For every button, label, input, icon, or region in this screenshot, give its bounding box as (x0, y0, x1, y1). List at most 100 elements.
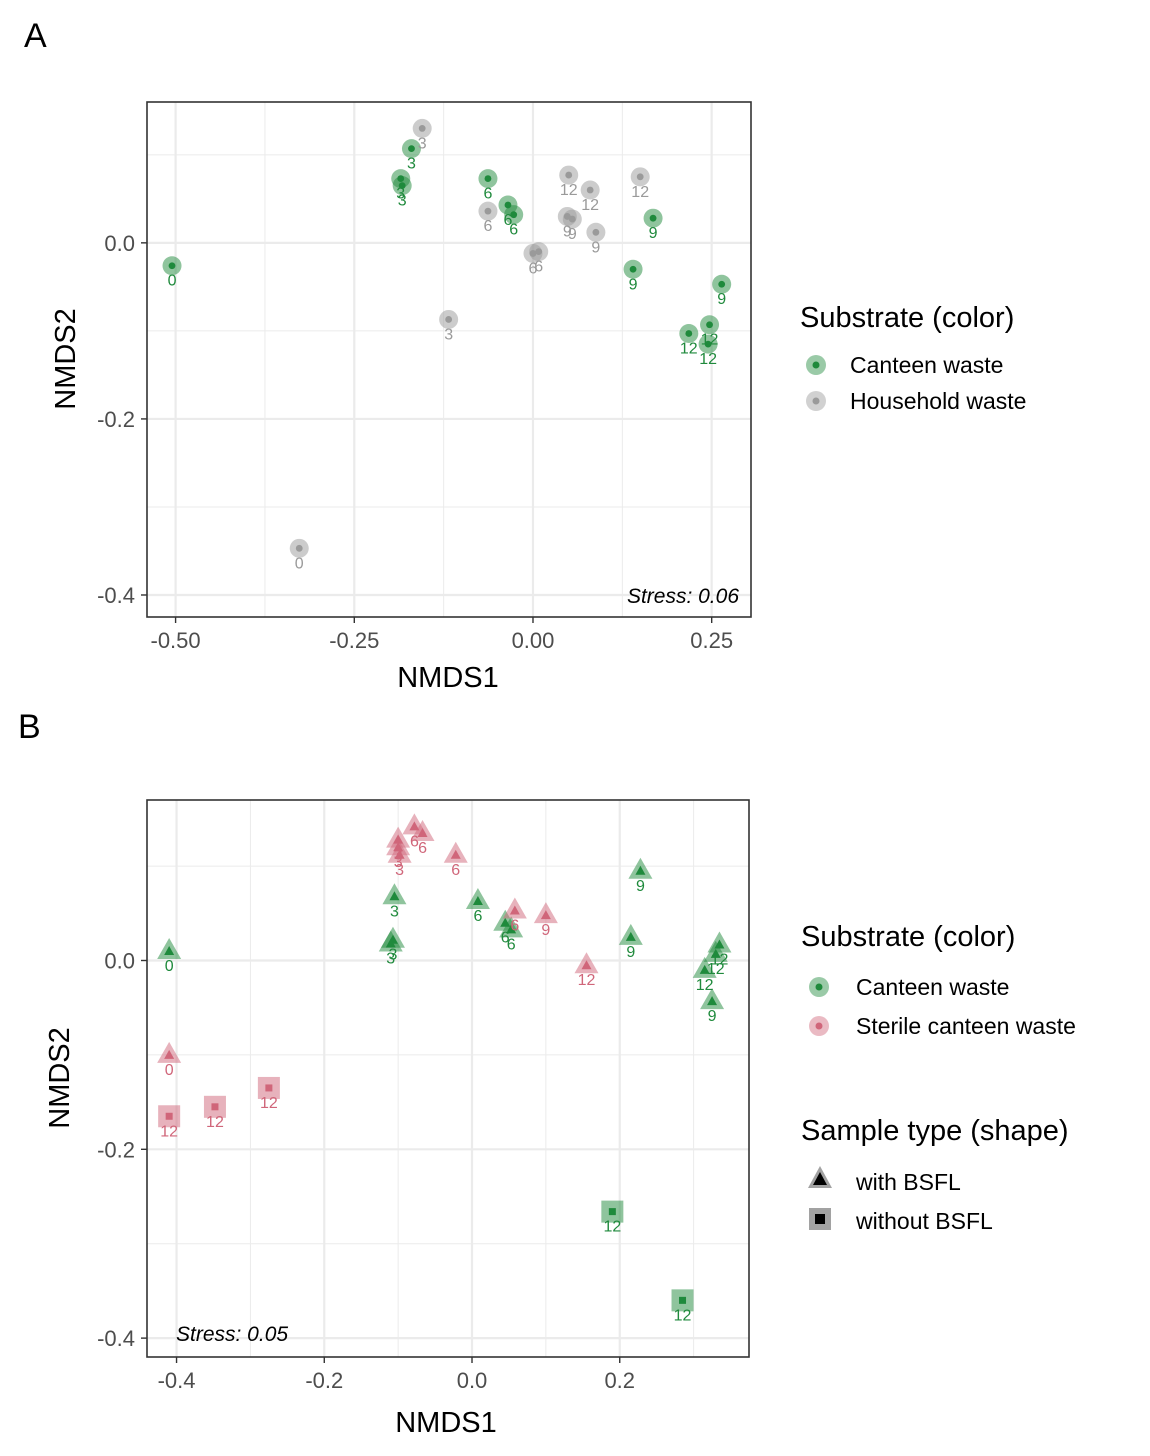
a-point-household: 12 (580, 180, 600, 214)
a-point-marker (484, 175, 492, 182)
a-point-marker (592, 228, 600, 236)
b-point-sterile: 9 (533, 902, 558, 939)
b-point-marker (679, 1296, 687, 1304)
legend-b-key-canteen-dot (815, 983, 823, 991)
b-point-label: 3 (390, 903, 399, 920)
b-point-label: 6 (510, 917, 519, 934)
a-y-tick-label: -0.4 (97, 583, 135, 608)
a-point-label: 3 (418, 135, 427, 152)
legend-b-key-triangle-mark (813, 1172, 827, 1185)
a-point-household: 3 (412, 118, 432, 152)
b-point-marker (710, 948, 721, 958)
b-point-label: 12 (206, 1114, 224, 1131)
a-point-label: 9 (649, 225, 658, 242)
b-point-canteen: 6 (465, 888, 490, 925)
b-point-sterile: 12 (574, 952, 599, 989)
b-x-tick-label: 0.2 (604, 1368, 635, 1393)
b-point-label: 12 (603, 1219, 621, 1236)
b-point-canteen: 3 (378, 930, 403, 967)
panel-a-letter: A (24, 17, 47, 55)
a-point-household: 3 (439, 309, 459, 343)
b-point-marker (385, 938, 396, 948)
b-point-canteen: 9 (618, 923, 643, 961)
panel-b-xlabel: NMDS1 (395, 1407, 497, 1439)
b-point-marker (540, 910, 551, 920)
a-point-household: 0 (289, 538, 309, 572)
b-point-marker (409, 821, 420, 831)
b-point-marker (389, 891, 400, 901)
b-point-marker (699, 964, 710, 974)
b-point-canteen: 12 (601, 1200, 624, 1236)
b-plot-background (147, 800, 749, 1357)
a-x-tick-label: -0.25 (329, 628, 379, 653)
b-panel-border (146, 799, 750, 1358)
b-point-label: 6 (473, 908, 482, 925)
a-point-label: 6 (529, 260, 538, 277)
b-point-label: 9 (708, 1008, 717, 1025)
legend-a-label-canteen: Canteen waste (850, 352, 1003, 378)
legend-b-label-canteen: Canteen waste (856, 974, 1009, 1000)
b-point-label: 6 (507, 936, 516, 953)
b-point-marker (164, 946, 175, 956)
a-point-household: 9 (586, 222, 606, 256)
b-point-marker (635, 865, 646, 875)
b-x-tick-label: -0.2 (305, 1368, 343, 1393)
b-point-label: 9 (626, 944, 635, 961)
legend-b-shape-title: Sample type (shape) (801, 1115, 1069, 1147)
a-point-marker (649, 214, 657, 222)
a-point-label: 12 (680, 341, 698, 358)
a-point-household: 9 (562, 209, 582, 243)
legend-b-key-canteen (809, 977, 829, 997)
a-point-marker (586, 186, 594, 194)
b-point-label: 9 (541, 922, 550, 939)
a-point-label: 12 (581, 197, 599, 214)
a-point-marker (445, 316, 453, 323)
a-point-label: 0 (295, 555, 304, 572)
legend-a-key-canteen (806, 355, 826, 375)
b-point-canteen: 12 (692, 956, 717, 994)
a-x-tick-label: -0.50 (151, 628, 201, 653)
panel-b-legend: Substrate (color) Canteen waste Sterile … (801, 921, 1076, 1234)
a-point-marker (408, 145, 415, 153)
a-point-marker (718, 280, 726, 288)
a-x-tick-label: 0.00 (512, 628, 555, 653)
b-point-marker (707, 996, 718, 1006)
b-point-label: 0 (165, 1062, 174, 1079)
b-point-sterile: 12 (158, 1105, 181, 1140)
a-point-label: 9 (629, 276, 638, 293)
a-point-label: 3 (444, 326, 453, 343)
b-point-sterile: 0 (157, 1041, 182, 1079)
a-point-label: 9 (568, 226, 577, 243)
a-point-marker (398, 182, 406, 190)
legend-a-title: Substrate (color) (800, 302, 1014, 334)
a-point-label: 12 (699, 351, 717, 368)
b-point-label: 3 (386, 950, 395, 967)
a-point-canteen: 6 (504, 205, 524, 239)
panel-a: A 0333666999121212033666121212999-0.50-0… (24, 17, 1026, 694)
b-y-tick-label: -0.4 (97, 1326, 135, 1351)
a-point-marker (685, 330, 693, 337)
a-y-tick-label: -0.2 (97, 407, 135, 432)
plot-b: 0333666999121212121203336666912121212-0.… (97, 799, 750, 1393)
a-point-household: 6 (529, 242, 549, 276)
a-point-marker (535, 248, 543, 256)
legend-a-label-household: Household waste (850, 388, 1026, 414)
b-point-sterile: 3 (387, 841, 412, 879)
b-point-label: 12 (696, 977, 714, 994)
a-panel-border (146, 101, 752, 618)
a-point-marker (636, 173, 644, 181)
b-x-tick-label: -0.4 (158, 1368, 196, 1393)
a-point-canteen: 9 (623, 259, 643, 293)
a-point-marker (565, 171, 573, 179)
b-point-label: 6 (410, 833, 419, 850)
b-point-marker (164, 1049, 175, 1059)
b-point-canteen: 0 (157, 938, 182, 975)
a-point-canteen: 3 (401, 139, 421, 173)
b-point-marker (165, 1112, 173, 1120)
b-point-label: 6 (451, 862, 460, 879)
b-point-marker (581, 960, 592, 970)
legend-b-key-sterile-dot (815, 1022, 823, 1030)
a-point-canteen: 3 (392, 176, 412, 210)
a-point-label: 6 (484, 186, 493, 203)
